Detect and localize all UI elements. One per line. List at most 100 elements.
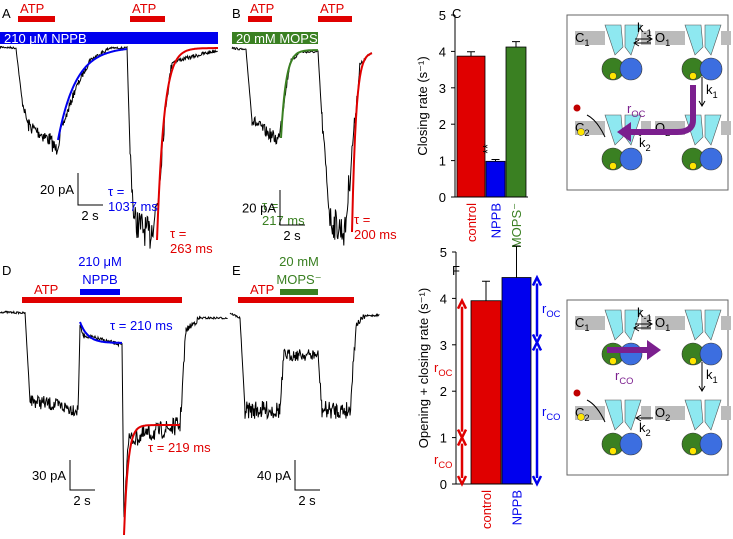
- y-axis-label: Closing rate (s⁻¹): [415, 56, 430, 155]
- ligand: [573, 389, 581, 397]
- rate-label-main: r: [542, 301, 547, 316]
- nucleotide: [689, 447, 697, 455]
- scale-label: 2 s: [283, 228, 301, 243]
- membrane: [721, 31, 731, 45]
- current-trace: [229, 312, 380, 421]
- state-label-main: O: [655, 120, 665, 135]
- error-bar: [512, 245, 521, 278]
- bar: [456, 55, 486, 198]
- scale-label: 40 pA: [257, 468, 291, 483]
- solution-bar: [238, 297, 354, 303]
- x-tick-label: NPPB: [510, 490, 525, 525]
- rate-arrow: [531, 274, 543, 346]
- nucleotide: [689, 72, 697, 80]
- rate-label-main: k: [706, 367, 713, 382]
- y-tick-label: 2: [440, 384, 447, 399]
- nbd: [619, 432, 643, 456]
- error-bar: [491, 159, 500, 162]
- nbd: [619, 147, 643, 171]
- y-tick-label: 3: [440, 338, 447, 353]
- membrane: [655, 316, 685, 330]
- state-label: C2: [575, 120, 590, 138]
- solution-bar: [22, 297, 182, 303]
- rate-label-main: k: [639, 420, 646, 435]
- membrane: [575, 316, 605, 330]
- y-tick-label: 5: [440, 245, 447, 260]
- state-label-sub: 2: [584, 128, 589, 138]
- tau-label: τ = 219 ms: [148, 440, 211, 455]
- nbd: [699, 342, 723, 366]
- state-label: C2: [575, 405, 590, 423]
- rate-label: rOC: [434, 360, 453, 378]
- rate-label: k-1: [637, 20, 652, 38]
- membrane: [655, 406, 685, 420]
- rate-label-sub: 1: [713, 90, 718, 100]
- release-arrow: [586, 399, 606, 423]
- rate-label: k2: [639, 420, 651, 438]
- solution-bar: [232, 32, 318, 44]
- nucleotide: [689, 162, 697, 170]
- tau-label: τ =: [262, 198, 278, 213]
- rate-label-sub: 2: [646, 143, 651, 153]
- rate-label-main: r: [434, 452, 439, 467]
- tmd: [604, 399, 642, 431]
- current-trace: [0, 45, 218, 249]
- highlight-rate-main: r: [615, 368, 620, 383]
- k-arrows: [633, 320, 706, 422]
- x-tick-label: control: [464, 203, 479, 242]
- scale-label: 20 pA: [40, 182, 74, 197]
- membrane: [641, 316, 651, 330]
- state-label: O1: [655, 315, 670, 333]
- ligand: [577, 413, 585, 421]
- y-tick-label: 3: [439, 81, 446, 96]
- state-label-main: C: [575, 315, 584, 330]
- nbd: [619, 342, 643, 366]
- x-tick-label: control: [479, 490, 494, 529]
- tmd: [604, 114, 642, 146]
- solution-label: ATP: [250, 1, 274, 16]
- solution-label: ATP: [250, 282, 274, 297]
- solution-label: ATP: [132, 1, 156, 16]
- rate-label: k1: [706, 367, 718, 385]
- fit-curve: [351, 52, 373, 233]
- nucleotide: [609, 162, 617, 170]
- state-label-sub: 1: [665, 323, 670, 333]
- rate-label-sub: -1: [644, 28, 652, 38]
- panel-label: A: [2, 6, 11, 21]
- scale-bar: [279, 190, 305, 226]
- scheme-frame: [566, 14, 729, 191]
- y-tick-label: 1: [440, 431, 447, 446]
- transition-arrow: [629, 85, 696, 135]
- scale-label: 20 pA: [242, 201, 276, 216]
- ligand: [577, 128, 585, 136]
- solution-label: 20 mM: [279, 254, 319, 269]
- rate-label-sub: OC: [546, 309, 560, 319]
- membrane: [641, 406, 651, 420]
- scale-label: 2 s: [73, 493, 91, 508]
- y-tick-label: 2: [439, 117, 446, 132]
- state-label-sub: 2: [665, 413, 670, 423]
- release-arrow: [586, 114, 606, 138]
- state-label-main: C: [575, 405, 584, 420]
- y-tick-label: 5: [439, 8, 446, 23]
- tau-label: τ =: [354, 212, 370, 227]
- ligand: [573, 104, 581, 112]
- transition-head: [647, 340, 661, 360]
- tau-label: 200 ms: [354, 227, 397, 242]
- rate-arrow: [531, 339, 543, 487]
- nbd: [699, 432, 723, 456]
- nucleotide: [609, 447, 617, 455]
- rate-label-sub: 2: [646, 428, 651, 438]
- rate-label: k-1: [637, 305, 652, 323]
- transition-head: [617, 122, 631, 142]
- bar: [485, 160, 506, 198]
- membrane: [721, 316, 731, 330]
- tau-label: 217 ms: [262, 213, 305, 228]
- solution-bar: [18, 16, 55, 22]
- rate-label-sub: CO: [438, 460, 452, 470]
- nbd: [699, 147, 723, 171]
- scheme-frame: [566, 299, 729, 476]
- fit-curve: [123, 424, 180, 536]
- highlight-rate-sub: OC: [631, 109, 645, 119]
- rate-label-main: k: [637, 20, 644, 35]
